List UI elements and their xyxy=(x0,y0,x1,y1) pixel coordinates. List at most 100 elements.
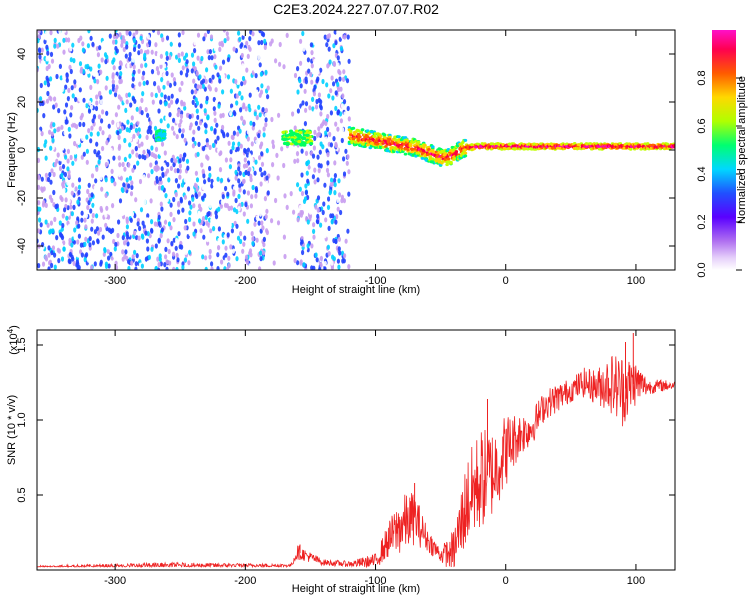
x-tick-label: 0 xyxy=(503,275,509,287)
noise-cell xyxy=(125,224,129,230)
noise-cell xyxy=(324,130,328,136)
noise-cell xyxy=(227,140,231,146)
noise-cell xyxy=(73,227,77,233)
noise-cell xyxy=(255,255,259,261)
noise-cell xyxy=(191,143,195,149)
noise-cell xyxy=(195,100,199,106)
noise-cell xyxy=(180,101,184,107)
line-cell xyxy=(445,163,449,167)
noise-cell xyxy=(240,81,244,87)
noise-cell xyxy=(205,138,209,144)
noise-cell xyxy=(119,71,123,77)
snr-x-ticks: -300 -200 -100 0 100 xyxy=(104,330,645,587)
noise-cell xyxy=(145,134,149,140)
noise-cell xyxy=(125,69,129,75)
noise-cell xyxy=(156,70,160,76)
noise-cell xyxy=(328,59,332,65)
noise-cell xyxy=(226,57,230,63)
noise-cell xyxy=(346,34,350,40)
noise-cell xyxy=(300,190,305,197)
noise-cell xyxy=(258,193,262,199)
noise-cell xyxy=(111,72,115,78)
noise-cell xyxy=(150,246,154,252)
noise-cell xyxy=(77,233,81,239)
noise-cell xyxy=(107,263,111,269)
noise-cell xyxy=(312,228,316,234)
noise-cell xyxy=(148,39,152,46)
noise-cell xyxy=(338,76,342,82)
noise-cell xyxy=(150,92,154,98)
noise-cell xyxy=(241,178,246,185)
noise-cell xyxy=(257,40,261,46)
noise-cell xyxy=(88,242,92,248)
noise-cell xyxy=(235,208,239,215)
noise-cell xyxy=(139,35,143,41)
noise-cell xyxy=(126,119,130,125)
colorbar-gradient xyxy=(712,30,736,270)
noise-cell xyxy=(195,108,199,114)
line-cell xyxy=(665,142,669,146)
noise-cell xyxy=(312,145,316,151)
noise-cell xyxy=(42,113,46,119)
noise-cell xyxy=(194,30,198,34)
noise-cell xyxy=(323,182,327,188)
noise-cell xyxy=(136,120,140,126)
noise-cell xyxy=(217,226,221,232)
noise-cell xyxy=(342,69,346,75)
noise-cell xyxy=(341,127,345,133)
noise-cell xyxy=(53,264,57,270)
y-tick-label: 1.5 xyxy=(16,337,28,352)
noise-cell xyxy=(248,46,252,52)
blob-cell xyxy=(282,141,287,146)
blob-cell xyxy=(305,133,310,137)
noise-cell xyxy=(58,30,62,34)
noise-cell xyxy=(251,31,255,37)
noise-cell xyxy=(146,213,150,219)
noise-cell xyxy=(313,129,317,135)
noise-cell xyxy=(48,172,52,178)
noise-cell xyxy=(159,59,163,66)
noise-cell xyxy=(229,149,233,155)
noise-cell xyxy=(244,254,249,260)
noise-cell xyxy=(332,33,336,40)
noise-cell xyxy=(209,223,213,229)
noise-cell xyxy=(137,143,141,149)
noise-cell xyxy=(49,30,53,36)
noise-cell xyxy=(217,147,221,153)
noise-cell xyxy=(216,176,220,182)
noise-cell xyxy=(158,256,162,262)
noise-cell xyxy=(323,260,327,266)
noise-cell xyxy=(330,219,334,225)
noise-cell xyxy=(83,241,87,247)
noise-cell xyxy=(90,178,95,184)
noise-cell xyxy=(147,173,151,179)
noise-cell xyxy=(44,219,48,225)
noise-cell xyxy=(304,150,309,156)
noise-cell xyxy=(51,145,55,151)
noise-cell xyxy=(154,243,158,249)
noise-cell xyxy=(313,167,317,173)
noise-cell xyxy=(175,266,179,270)
noise-cell xyxy=(80,252,84,258)
x-tick-label: -100 xyxy=(365,575,387,587)
noise-cell xyxy=(259,181,263,187)
noise-cell xyxy=(50,168,54,174)
noise-cell xyxy=(169,211,173,217)
noise-cell xyxy=(238,90,242,96)
noise-cell xyxy=(130,115,134,121)
noise-cell xyxy=(264,117,268,123)
noise-cell xyxy=(46,82,51,88)
noise-cell xyxy=(254,193,258,199)
noise-cell xyxy=(210,178,214,184)
noise-cell xyxy=(334,238,338,245)
noise-cell xyxy=(316,213,320,219)
noise-cell xyxy=(118,198,123,204)
noise-cell xyxy=(128,56,132,62)
noise-cell xyxy=(326,126,330,132)
line-cell xyxy=(403,152,408,156)
noise-cell xyxy=(221,89,225,95)
noise-cell xyxy=(196,90,200,96)
noise-cell xyxy=(169,165,173,171)
noise-cell xyxy=(75,220,79,226)
noise-cell xyxy=(135,207,139,213)
